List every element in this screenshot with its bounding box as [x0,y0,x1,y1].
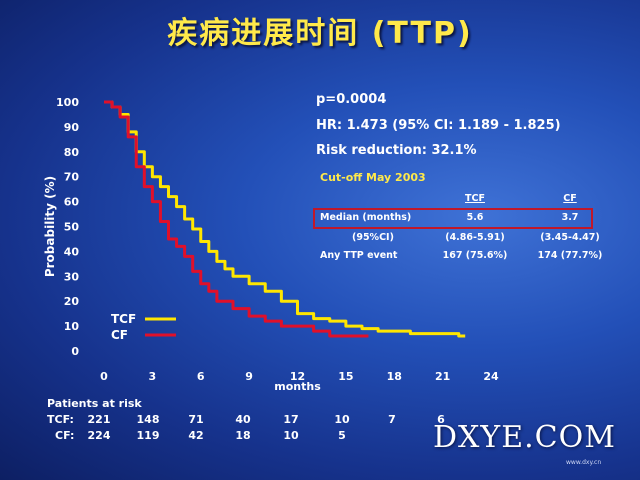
x-tick-label: 12 [290,370,305,383]
y-tick-label: 20 [64,295,80,308]
risk-value: 71 [188,413,204,426]
y-tick-label: 30 [64,270,80,283]
risk-value: 224 [87,429,111,442]
x-tick-label: 15 [338,370,353,383]
risk-value: 17 [283,413,299,426]
risk-value: 148 [136,413,160,426]
y-tick-label: 60 [64,196,80,209]
y-tick-label: 80 [64,146,80,159]
risk-value: 18 [235,429,251,442]
watermark-logo: DXYE.COM [433,420,616,455]
table-row-ci-label: (95%CI) [352,232,394,243]
table-row-ci-cf: (3.45-4.47) [540,232,600,243]
x-tick-label: 21 [435,370,450,383]
y-tick-label: 40 [64,245,80,258]
table-header-tcf: TCF [465,193,485,204]
x-tick-label: 6 [197,370,205,383]
y-tick-label: 50 [64,221,80,234]
table-row-event-label: Any TTP event [320,250,398,261]
x-tick-label: 18 [387,370,402,383]
risk-value: 6 [437,413,445,426]
p-value-text: p=0.0004 [316,92,387,107]
x-tick-label: 3 [149,370,157,383]
x-axis-label: months [274,380,321,393]
risk-table-header: Patients at risk [47,397,142,410]
x-tick-label: 0 [100,370,108,383]
median-highlight-box [313,208,593,229]
y-tick-label: 90 [64,121,80,134]
y-tick-label: 70 [64,171,80,184]
slide-title: 疾病进展时间 (TTP) [167,16,473,51]
series-line-tcf [104,100,466,338]
risk-value: 5 [338,429,346,442]
hazard-ratio-text: HR: 1.473 (95% CI: 1.189 - 1.825) [316,118,561,133]
risk-value: 119 [136,429,160,442]
table-row-ci-tcf: (4.86-5.91) [445,232,505,243]
y-axis-label: Probability (%) [43,176,57,277]
table-row-event-tcf: 167 (75.6%) [442,250,508,261]
table-row-median-tcf: 5.6 [466,212,484,223]
y-tick-label: 100 [56,96,79,109]
table-row-median-cf: 3.7 [561,212,579,223]
risk-value: 42 [188,429,204,442]
x-tick-label: 24 [483,370,499,383]
table-row-event-cf: 174 (77.7%) [537,250,603,261]
series-line-cf [104,100,369,338]
x-tick-label: 9 [245,370,253,383]
table-row-median-label: Median (months) [320,212,412,223]
risk-row-tcf-label: TCF: [47,413,74,426]
watermark-url: www.dxy.cn [566,459,602,466]
risk-value: 221 [87,413,111,426]
cutoff-label: Cut-off May 2003 [320,171,426,184]
risk-value: 10 [283,429,299,442]
risk-row-cf-label: CF: [55,429,75,442]
y-tick-label: 0 [71,345,79,358]
y-tick-label: 10 [64,320,80,333]
risk-value: 40 [235,413,251,426]
risk-value: 7 [388,413,396,426]
legend-label-tcf: TCF [111,312,136,326]
risk-reduction-text: Risk reduction: 32.1% [316,143,477,158]
risk-value: 10 [334,413,350,426]
legend-label-cf: CF [111,328,128,342]
table-header-cf: CF [563,193,577,204]
